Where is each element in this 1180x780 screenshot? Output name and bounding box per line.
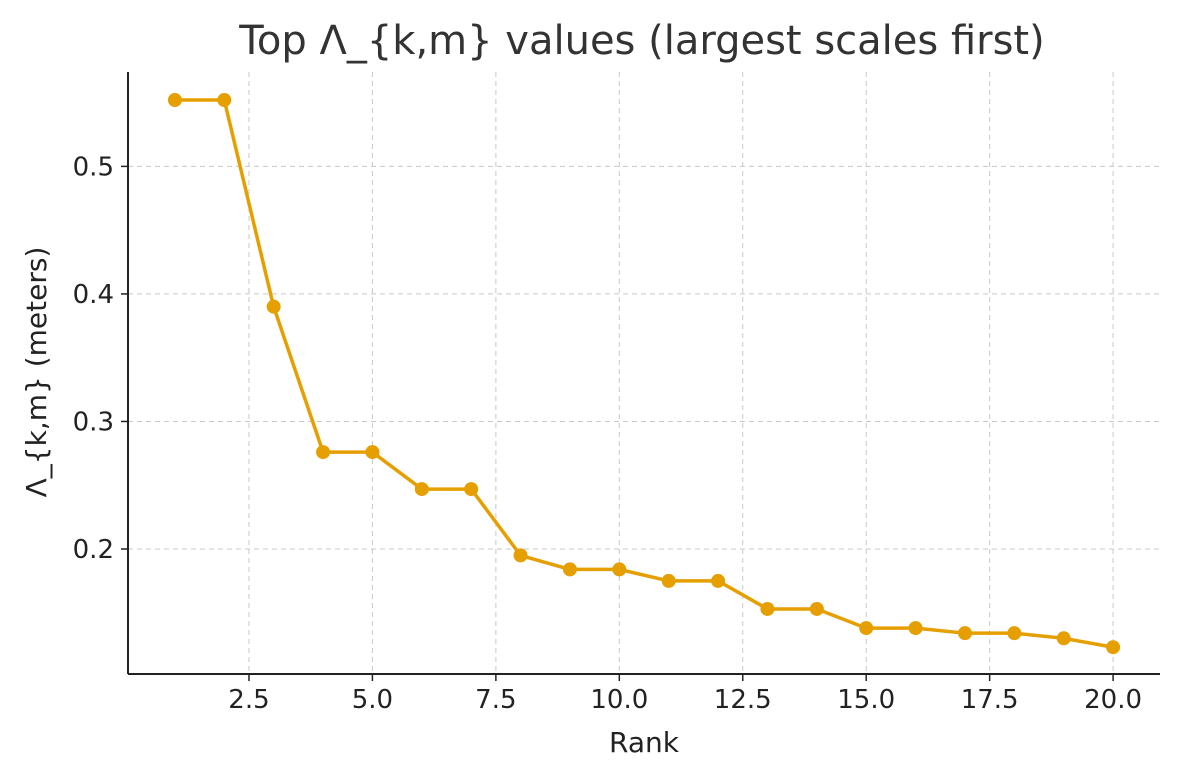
data-point-19 xyxy=(1056,631,1071,646)
series-line-0 xyxy=(173,98,1115,649)
x-tick-label-0: 2.5 xyxy=(228,685,269,715)
data-point-11 xyxy=(661,573,676,588)
data-point-20 xyxy=(1106,640,1121,655)
x-tick-label-3: 10.0 xyxy=(590,685,648,715)
data-point-10 xyxy=(612,562,627,577)
data-point-6 xyxy=(414,482,429,497)
data-point-13 xyxy=(760,601,775,616)
axis-layer xyxy=(127,72,1160,675)
data-point-2 xyxy=(217,93,232,108)
x-tick-label-7: 20.0 xyxy=(1084,685,1142,715)
x-tick-label-6: 17.5 xyxy=(961,685,1019,715)
y-tick-label-1: 0.3 xyxy=(73,407,114,437)
data-point-12 xyxy=(711,573,726,588)
series-layer xyxy=(167,93,1121,655)
data-point-1 xyxy=(167,93,182,108)
data-point-3 xyxy=(266,299,281,314)
data-point-5 xyxy=(365,445,380,460)
x-tick-label-2: 7.5 xyxy=(475,685,516,715)
data-point-4 xyxy=(316,445,331,460)
data-point-9 xyxy=(562,562,577,577)
data-point-14 xyxy=(809,601,824,616)
data-point-16 xyxy=(908,621,923,636)
y-tick-label-0: 0.2 xyxy=(73,535,114,565)
x-axis-label: Rank xyxy=(609,726,680,759)
x-tick-label-4: 12.5 xyxy=(714,685,772,715)
grid-layer xyxy=(128,72,1160,674)
y-axis-label: Λ_{k,m} (meters) xyxy=(20,247,53,498)
y-tick-label-2: 0.4 xyxy=(73,280,114,310)
tick-layer: 2.5 5.0 7.5 10.0 12.5 15.0 17.5 20.0 0.2 0.3 0.4 0.… xyxy=(73,152,1142,715)
x-tick-label-5: 15.0 xyxy=(837,685,895,715)
x-tick-label-1: 5.0 xyxy=(352,685,393,715)
data-point-17 xyxy=(957,626,972,641)
data-point-8 xyxy=(513,548,528,563)
chart-title: Top Λ_{k,m} values (largest scales first… xyxy=(238,18,1044,64)
data-point-18 xyxy=(1007,626,1022,641)
data-point-7 xyxy=(464,482,479,497)
data-point-15 xyxy=(859,621,874,636)
y-tick-label-3: 0.5 xyxy=(73,152,114,182)
